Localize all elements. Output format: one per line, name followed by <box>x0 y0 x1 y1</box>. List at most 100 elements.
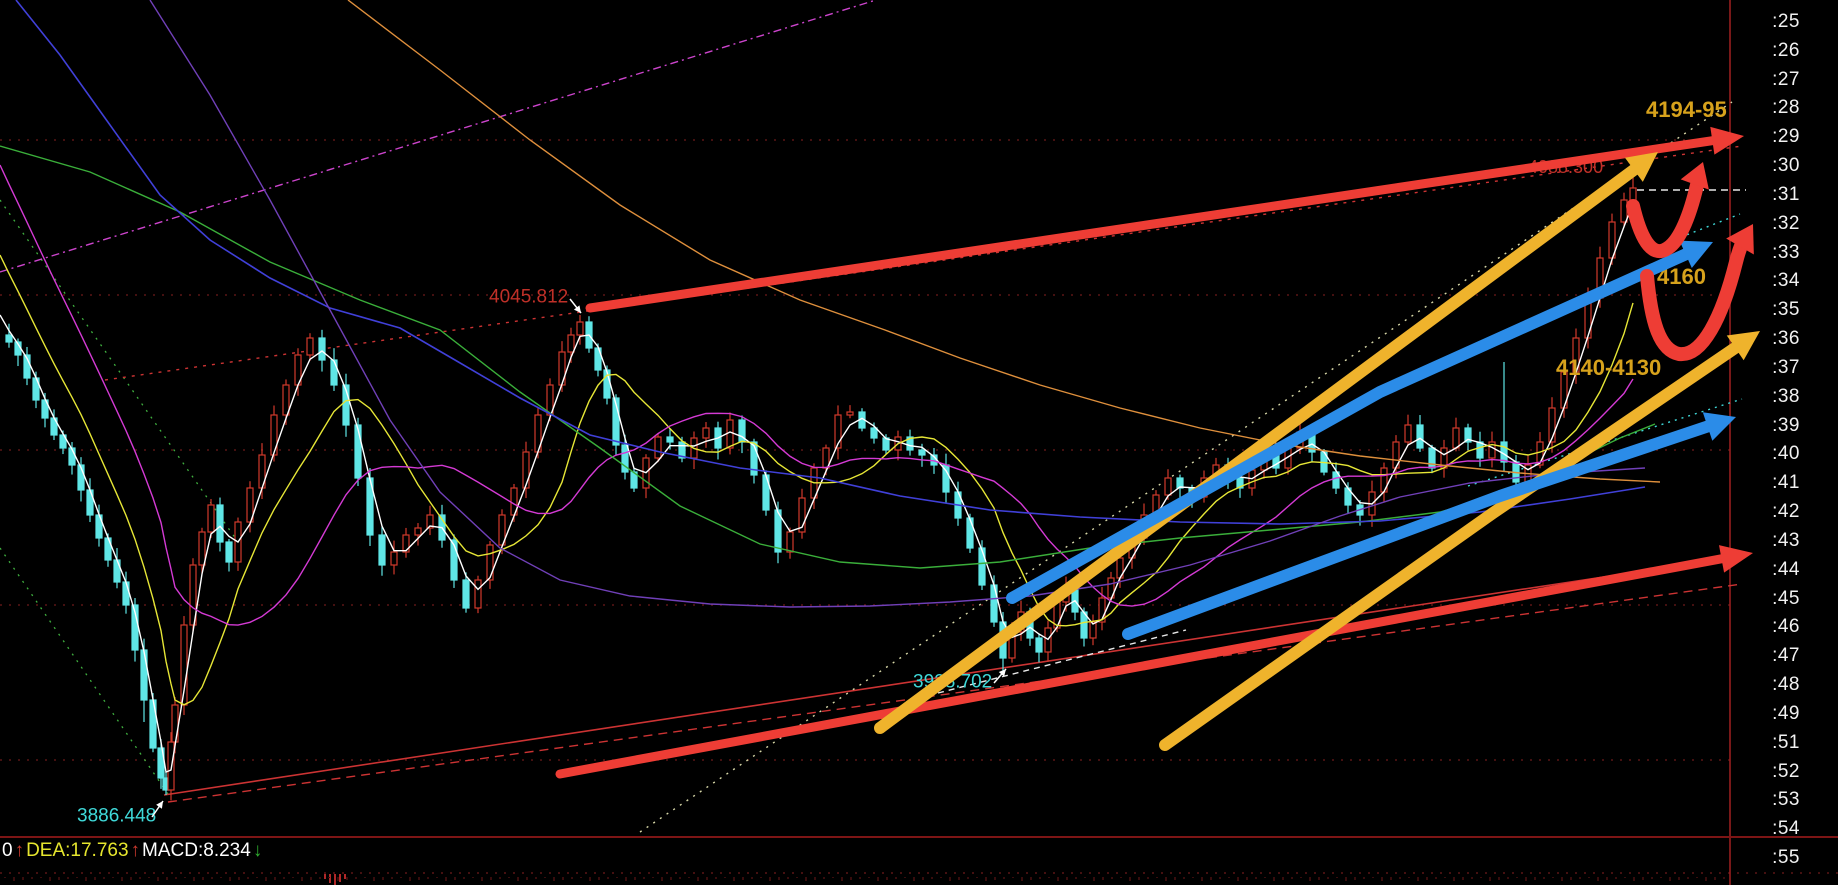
candle-body <box>666 436 674 443</box>
axis-time-label: :47 <box>1772 645 1800 667</box>
dif-value-fragment: 0 <box>2 840 13 861</box>
axis-time-label: :39 <box>1772 414 1800 436</box>
candle-body <box>225 541 233 563</box>
axis-time-label: :32 <box>1772 212 1800 234</box>
red-hook-arrow-small-head <box>1680 162 1709 190</box>
candle-body <box>378 534 386 566</box>
blue-arrow-upper-head <box>1679 240 1713 268</box>
candle-body <box>612 397 620 446</box>
candle-body <box>77 464 85 491</box>
axis-time-label: :34 <box>1772 270 1800 292</box>
candle-body <box>462 579 470 609</box>
candle-body <box>1164 477 1172 496</box>
axis-time-label: :31 <box>1772 183 1800 205</box>
axis-time-label-clipped: :24 <box>1730 0 1800 4</box>
candle-body <box>798 497 806 533</box>
candle-body <box>546 384 554 416</box>
macd-value: MACD:8.234 <box>142 840 251 861</box>
red-hook-arrow-large-head <box>1726 224 1754 255</box>
gold-arrow-upper <box>874 160 1645 734</box>
gold-arrow-upper-head <box>1624 152 1658 182</box>
white-dashed-segment <box>937 629 1187 694</box>
candle-body <box>1476 441 1484 459</box>
candle-body <box>207 504 215 533</box>
candle-body <box>678 441 686 459</box>
candle-body <box>918 449 926 456</box>
candle-body <box>1176 477 1184 489</box>
MA-mid-line <box>0 254 1634 706</box>
candle-body <box>306 337 314 356</box>
axis-time-label: :43 <box>1772 529 1800 551</box>
candle-body <box>1332 471 1340 489</box>
candle-body <box>1236 477 1244 489</box>
candle-body <box>282 384 290 416</box>
down-arrow-icon: ↓ <box>252 840 263 861</box>
khaki-dotted-trendline <box>639 101 1733 833</box>
candle-body <box>726 419 734 449</box>
violet-ma-line <box>149 0 1646 608</box>
candle-body <box>1629 187 1637 201</box>
axis-time-label: :37 <box>1772 356 1800 378</box>
candle-body <box>870 427 878 439</box>
axis-time-label: :36 <box>1772 328 1800 350</box>
candle-body <box>354 424 362 479</box>
candle-body <box>567 334 575 353</box>
axis-time-label: :41 <box>1772 472 1800 494</box>
axis-time-label: :45 <box>1772 587 1800 609</box>
up-arrow-icon: ↑ <box>130 840 141 861</box>
candle-body <box>486 544 494 581</box>
candle-body <box>738 419 746 443</box>
dea-value: DEA:17.763 <box>26 840 129 861</box>
candle-body <box>774 509 782 553</box>
low-pointer-arrowhead <box>156 801 163 809</box>
higher-low-pointer-arrowhead <box>998 669 1006 677</box>
descending-channel-upper <box>0 199 239 543</box>
candle-body <box>576 321 584 336</box>
candle-body <box>786 531 794 553</box>
red-channel-arrow-top <box>585 135 1723 313</box>
axis-time-label: :33 <box>1772 241 1800 263</box>
peak-label-label: 4045.812 <box>489 287 568 308</box>
target-low-label: 4140-4130 <box>1556 355 1661 380</box>
candle-body <box>1035 637 1043 653</box>
red-hook-arrow-small <box>1626 178 1704 259</box>
candle-body <box>1620 199 1628 223</box>
macd-indicator-bar: 0 ↑ DEA:17.763 ↑ MACD:8.234 ↓ <box>2 840 264 862</box>
candle-body <box>189 564 197 626</box>
candle-body <box>23 354 31 379</box>
axis-time-label: :54 <box>1772 818 1800 840</box>
candle-body <box>414 527 422 536</box>
axis-time-label: :55 <box>1772 847 1800 869</box>
red-channel-arrow-bottom <box>555 553 1732 779</box>
low-label-label: 3886.448 <box>77 806 156 827</box>
axis-time-label: :44 <box>1772 558 1800 580</box>
descending-channel-lower <box>0 547 169 795</box>
pink-dashdot-line <box>0 0 877 273</box>
candle-body <box>330 359 338 386</box>
candle-body <box>1452 427 1460 449</box>
candle-body <box>270 414 278 456</box>
axis-time-label: :26 <box>1772 39 1800 61</box>
axis-time-label: :30 <box>1772 155 1800 177</box>
candle-body <box>990 584 998 623</box>
axis-time-label: :52 <box>1772 760 1800 782</box>
axis-time-label: :25 <box>1772 11 1800 32</box>
candle-body <box>1416 424 1424 449</box>
candle-body <box>1488 441 1496 459</box>
candle-body <box>342 384 350 426</box>
candle-body <box>1464 427 1472 443</box>
gold-arrow-lower-head <box>1726 331 1760 361</box>
axis-time-label: :28 <box>1772 97 1800 119</box>
axis-time-label: :42 <box>1772 501 1800 523</box>
candle-body <box>450 539 458 581</box>
candle-body <box>1500 441 1508 463</box>
target-high-label: 4194-95 <box>1646 97 1727 122</box>
candle-body <box>113 559 121 583</box>
axis-time-label: :49 <box>1772 702 1800 724</box>
candle-body <box>654 436 662 459</box>
axis-time-label: :51 <box>1772 731 1800 753</box>
candle-body <box>5 334 13 343</box>
candle-body <box>474 579 482 609</box>
